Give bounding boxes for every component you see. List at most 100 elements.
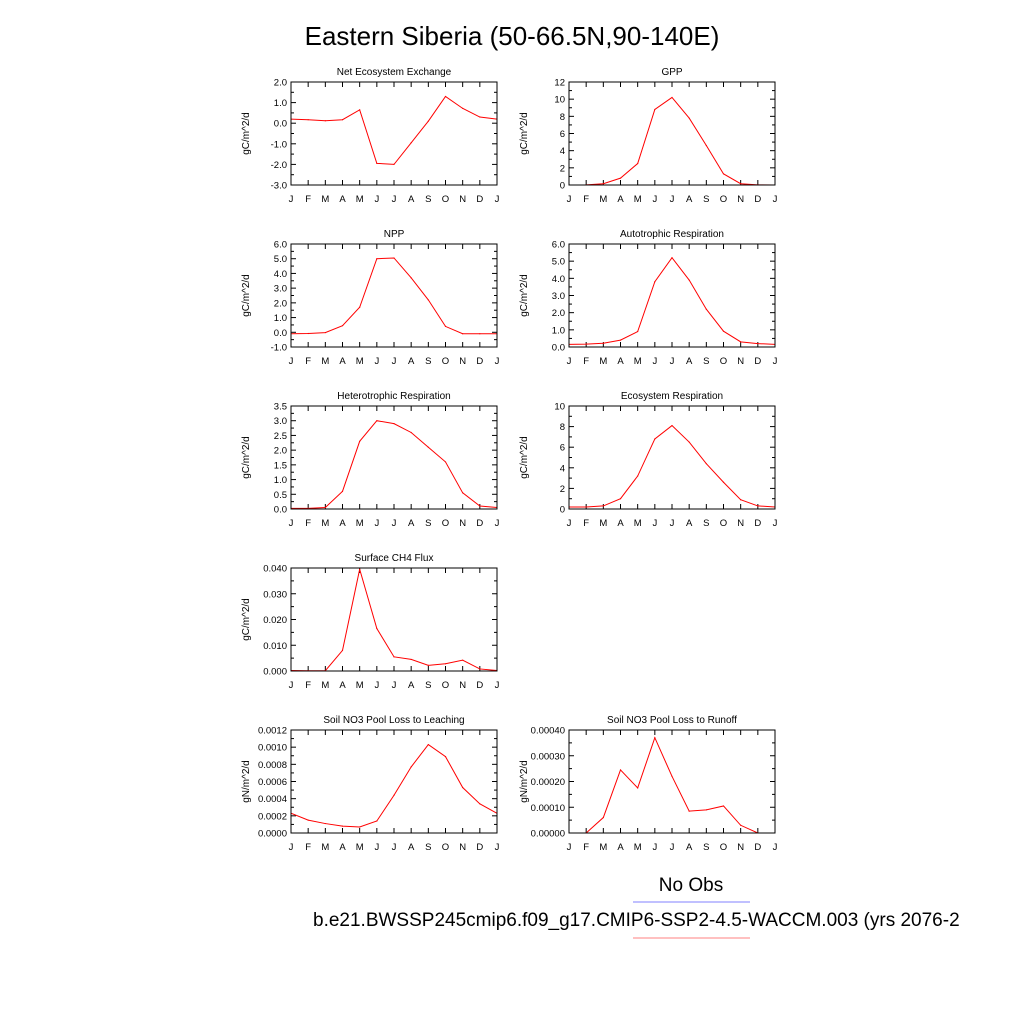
- panel-heterotrophic-respiration: Heterotrophic Respiration gC/m^2/d 0.0 0.5 1…: [241, 391, 500, 529]
- x-tick-label: O: [720, 356, 727, 367]
- series-line: [291, 257, 497, 335]
- x-tick-label: D: [754, 518, 761, 529]
- data-point: [602, 505, 604, 507]
- legend-case-name: b.e21.BWSSP245cmip6.f09_g17.CMIP6-SSP2-4…: [313, 910, 960, 931]
- y-tick-label: 10: [554, 402, 565, 413]
- x-tick-label: F: [583, 356, 589, 367]
- y-tick-label: 0.0008: [258, 760, 287, 771]
- x-tick-label: J: [773, 518, 778, 529]
- y-tick-label: 1.0: [552, 325, 565, 336]
- x-tick-label: A: [686, 194, 693, 205]
- y-tick-label: 3.5: [274, 402, 287, 413]
- x-tick-label: S: [703, 842, 709, 853]
- data-point: [410, 277, 412, 279]
- x-tick-label: J: [289, 194, 294, 205]
- y-tick-label: 0.020: [263, 615, 287, 626]
- x-tick-label: A: [408, 194, 415, 205]
- y-tick-label: 1.0: [274, 313, 287, 324]
- data-point: [444, 461, 447, 463]
- x-tick-label: M: [356, 680, 364, 691]
- data-point: [427, 120, 429, 122]
- x-tick-label: D: [476, 518, 483, 529]
- series-line: [569, 256, 775, 345]
- data-point: [671, 257, 673, 259]
- x-tick-label: M: [356, 356, 364, 367]
- x-tick-label: F: [583, 842, 589, 853]
- x-tick-label: D: [754, 194, 761, 205]
- x-tick-label: D: [754, 842, 761, 853]
- x-tick-label: J: [392, 356, 397, 367]
- x-tick-label: M: [599, 356, 607, 367]
- y-tick-label: 0.00020: [531, 777, 565, 788]
- x-tick-label: J: [773, 194, 778, 205]
- y-tick-label: 0.0: [552, 343, 565, 354]
- panel-title: NPP: [384, 229, 405, 240]
- data-point: [393, 794, 395, 796]
- y-axis-label: gC/m^2/d: [519, 112, 530, 155]
- y-tick-label: 1.0: [274, 475, 287, 486]
- y-tick-label: 2.5: [274, 431, 287, 442]
- x-tick-label: A: [617, 194, 624, 205]
- y-tick-label: 0.00030: [531, 751, 565, 762]
- y-tick-label: 0.0004: [258, 794, 287, 805]
- y-tick-label: 3.0: [274, 284, 287, 295]
- x-tick-label: N: [459, 518, 466, 529]
- x-tick-label: J: [652, 194, 657, 205]
- y-tick-label: 4: [560, 146, 565, 157]
- x-tick-label: M: [321, 194, 329, 205]
- y-tick-label: 2: [560, 484, 565, 495]
- x-tick-label: F: [305, 518, 311, 529]
- plot-frame: [568, 729, 776, 834]
- data-point: [602, 816, 604, 819]
- data-point: [585, 506, 587, 508]
- x-tick-label: J: [392, 680, 397, 691]
- data-point: [307, 119, 309, 121]
- series-line: [584, 736, 762, 833]
- y-tick-label: 0.0: [274, 505, 287, 516]
- y-tick-label: 0.040: [263, 564, 287, 575]
- y-tick-label: 6.0: [552, 240, 565, 251]
- x-tick-label: D: [476, 842, 483, 853]
- y-tick-label: 2: [560, 163, 565, 174]
- x-tick-label: J: [495, 194, 500, 205]
- data-point: [341, 825, 344, 827]
- y-tick-label: 6.0: [274, 240, 287, 251]
- x-tick-label: D: [476, 194, 483, 205]
- x-tick-label: J: [773, 842, 778, 853]
- data-point: [376, 162, 378, 164]
- x-tick-label: O: [720, 194, 727, 205]
- x-tick-label: J: [567, 194, 572, 205]
- y-tick-label: 0.0: [274, 328, 287, 339]
- data-point: [359, 109, 361, 111]
- y-tick-label: 3.0: [274, 416, 287, 427]
- x-tick-label: J: [392, 842, 397, 853]
- data-point: [462, 333, 464, 335]
- y-tick-label: 0: [560, 181, 565, 192]
- x-tick-label: J: [495, 680, 500, 691]
- panel-title: Soil NO3 Pool Loss to Runoff: [607, 715, 737, 726]
- x-tick-label: A: [339, 356, 346, 367]
- data-point: [393, 656, 395, 658]
- panel-title: Heterotrophic Respiration: [337, 391, 450, 402]
- data-point: [324, 506, 326, 509]
- y-tick-label: -3.0: [271, 181, 287, 192]
- data-point: [705, 308, 707, 310]
- data-point: [307, 332, 309, 335]
- data-point: [341, 119, 344, 121]
- data-point: [671, 424, 673, 427]
- x-tick-label: M: [599, 842, 607, 853]
- x-tick-label: J: [652, 356, 657, 367]
- plot-frame: [290, 81, 498, 186]
- x-tick-label: A: [617, 356, 624, 367]
- panel-autotrophic-respiration: Autotrophic Respiration gC/m^2/d 0.0 1.0 2.0…: [519, 229, 778, 367]
- x-tick-label: J: [773, 356, 778, 367]
- panel-surface-ch4-flux: Surface CH4 Flux gC/m^2/d 0.000 0.010 0.020 0…: [241, 553, 500, 691]
- data-point: [341, 490, 344, 492]
- data-point: [740, 341, 742, 343]
- panel-soil-no3-pool-loss-to-runoff: Soil NO3 Pool Loss to RunoffgN/m^2/d0.00…: [519, 715, 778, 853]
- x-tick-label: J: [289, 356, 294, 367]
- x-tick-label: J: [374, 194, 379, 205]
- x-tick-label: J: [567, 518, 572, 529]
- x-tick-label: M: [321, 518, 329, 529]
